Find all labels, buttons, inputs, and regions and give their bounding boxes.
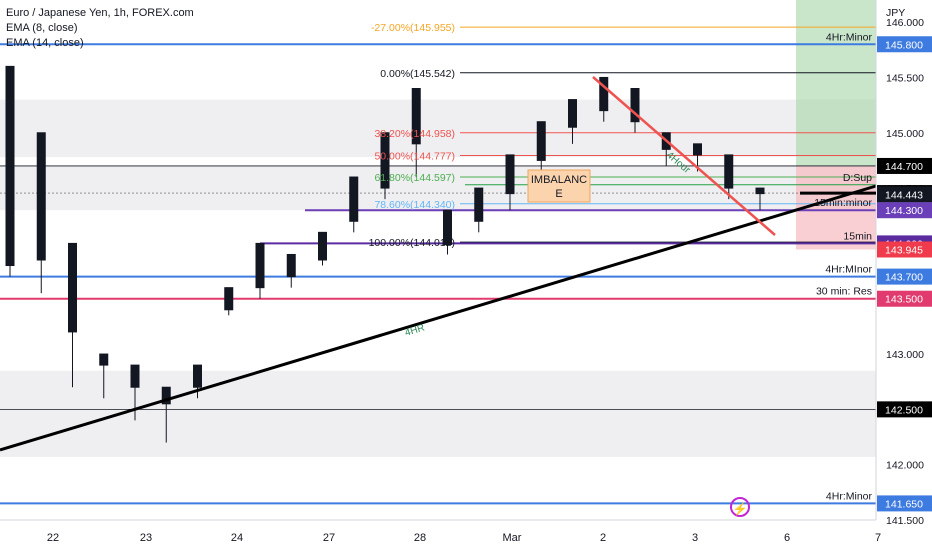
indicator-ema-8: EMA (8, close)	[6, 22, 78, 34]
price-badge-9	[877, 401, 932, 418]
fib-label-2: 38.20%(144.958)	[374, 128, 455, 140]
x-tick-label-8: 6	[784, 532, 790, 544]
imbalance-label-line2: E	[555, 188, 562, 200]
candle-body-9	[286, 253, 296, 278]
price-badge-label-0: 145.800	[885, 39, 923, 51]
chart-legend: Euro / Japanese Yen, 1h, FOREX.com EMA (…	[6, 6, 194, 51]
x-tick-label-1: 23	[140, 532, 152, 544]
candle-body-23	[724, 154, 734, 189]
candle-body-4	[130, 364, 140, 388]
candle-body-24	[755, 187, 765, 195]
x-tick-label-0: 22	[47, 532, 59, 544]
candle-body-5	[161, 386, 171, 405]
y-tick-label-1: 145.500	[886, 72, 924, 84]
candle-body-20	[630, 88, 640, 123]
currency-label: JPY	[886, 7, 905, 19]
price-badge-label-7: 143.700	[885, 272, 923, 284]
zone-band-0	[0, 99, 876, 158]
price-badge-6	[877, 241, 932, 258]
candle-body-0	[5, 65, 15, 267]
candle-body-3	[99, 353, 109, 366]
y-tick-label-2: 145.000	[886, 128, 924, 140]
indicator-ema-14: EMA (14, close)	[6, 37, 84, 49]
x-tick-label-3: 27	[323, 532, 335, 544]
level-label-2: 30 min: Res	[816, 286, 872, 298]
imbalance-box	[527, 169, 591, 203]
downtrend-line	[592, 76, 776, 236]
candle-body-2	[68, 242, 77, 333]
fib-label-0: -27.00%(145.955)	[371, 22, 455, 34]
price-badge-label-3: 144.443	[885, 189, 923, 201]
level-label-0: 4Hr:Minor	[826, 31, 873, 43]
position-loss-zone	[796, 165, 876, 250]
level-label-8: D:Sup	[843, 172, 872, 184]
price-badge-label-10: 141.650	[885, 498, 923, 510]
candle-body-16	[505, 154, 515, 195]
price-badge-label-1: 144.700	[885, 161, 923, 173]
candle-body-19	[599, 76, 609, 112]
uptrend-line	[0, 184, 877, 452]
price-badge-4	[877, 202, 932, 219]
fib-label-3: 50.00%(144.777)	[374, 150, 455, 162]
candle-body-10	[318, 231, 327, 261]
candle-body-17	[536, 121, 546, 161]
candle-body-22	[693, 143, 702, 156]
x-tick-label-9: 7	[875, 532, 881, 544]
candle-body-12	[380, 132, 390, 189]
price-badge-label-4: 144.300	[885, 205, 923, 217]
fib-label-1: 0.00%(145.542)	[380, 68, 455, 80]
candle-body-13	[411, 88, 421, 145]
y-tick-label-4: 143.000	[886, 349, 924, 361]
zone-band-2	[0, 370, 876, 410]
zone-band-3	[0, 409, 876, 457]
price-badge-10	[877, 495, 932, 512]
price-badge-1	[877, 157, 932, 174]
x-tick-label-7: 3	[692, 532, 698, 544]
price-badge-7	[877, 268, 932, 285]
candle-body-7	[224, 287, 234, 311]
fib-label-5: 78.60%(144.340)	[374, 199, 455, 211]
candle-body-6	[193, 364, 202, 388]
candle-body-18	[568, 99, 577, 128]
price-badge-label-6: 143.945	[885, 244, 923, 256]
level-label-4: 15min:minor	[814, 197, 872, 209]
position-profit-zone	[796, 0, 876, 166]
level-label-3: 4Hr:Minor	[826, 490, 873, 502]
price-badge-8	[877, 290, 932, 307]
price-badge-3	[877, 186, 932, 203]
x-tick-label-5: Mar	[503, 532, 522, 544]
y-tick-label-6: 141.500	[886, 515, 924, 527]
price-badge-label-8: 143.500	[885, 294, 923, 306]
level-label-5: 15min	[843, 230, 872, 242]
candle-body-8	[255, 242, 265, 289]
imbalance-label-line1: IMBALANC	[531, 174, 587, 186]
x-tick-label-6: 2	[600, 532, 606, 544]
candle-body-15	[474, 187, 484, 222]
x-tick-label-4: 28	[414, 532, 426, 544]
level-label-1: 4Hr:MInor	[825, 264, 872, 276]
fib-label-4: 61.80%(144.597)	[374, 172, 455, 184]
chart-title: Euro / Japanese Yen, 1h, FOREX.com	[6, 7, 194, 19]
lightning-icon[interactable]: ⚡	[730, 497, 750, 517]
candle-body-11	[349, 176, 359, 222]
fib-label-6: 100.00%(144.012)	[369, 237, 455, 249]
price-badge-label-9: 142.500	[885, 404, 923, 416]
candle-body-14	[443, 209, 452, 246]
y-tick-label-0: 146.000	[886, 17, 924, 29]
candle-body-1	[36, 132, 46, 261]
y-tick-label-5: 142.000	[886, 460, 924, 472]
price-badge-0	[877, 36, 932, 53]
x-tick-label-2: 24	[231, 532, 243, 544]
